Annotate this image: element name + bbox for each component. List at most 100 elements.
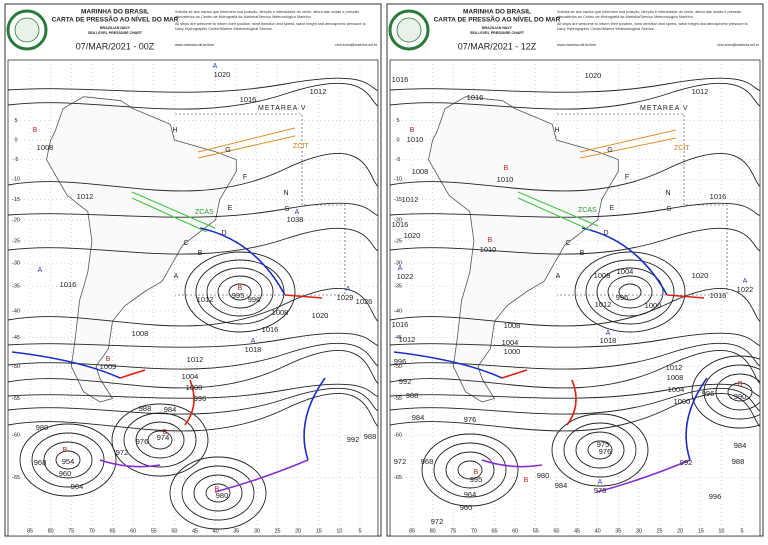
front: [666, 294, 705, 299]
longitude-label: 65: [491, 528, 497, 534]
isobar: [55, 450, 81, 470]
latitude-label: 0: [396, 137, 399, 143]
area-letter: N: [665, 190, 670, 197]
isobar: [390, 288, 760, 327]
front: [596, 459, 691, 493]
front: [566, 379, 577, 426]
coastline: [46, 96, 237, 403]
coastline: [428, 96, 619, 403]
isobar: [551, 413, 649, 487]
isobar-label: 988: [139, 404, 152, 413]
isobar: [421, 433, 519, 507]
pressure-center: A: [346, 286, 351, 293]
isobar: [433, 442, 507, 498]
latitude-label: -30: [12, 260, 20, 266]
longitude-label: 10: [336, 528, 342, 534]
pressure-center: B: [474, 469, 479, 476]
isobar-label: 960: [59, 469, 72, 478]
isobar-label: 988: [406, 391, 419, 400]
isobar: [8, 332, 378, 348]
longitude-label: 55: [151, 528, 157, 534]
isobar-label: 1029: [337, 293, 354, 302]
latitude-label: -15: [12, 197, 20, 203]
longitude-label: 60: [512, 528, 518, 534]
zone-label: ZCAS: [195, 209, 214, 216]
isobar-label: 1012: [197, 295, 214, 304]
isobar: [206, 267, 274, 317]
latitude-label: 5: [396, 118, 399, 124]
isobar-label: 976: [136, 437, 149, 446]
latitude-label: -20: [12, 217, 20, 223]
isobar: [587, 440, 613, 460]
isobar-label: 990: [734, 392, 747, 401]
pressure-center: B: [106, 356, 111, 363]
isobar-label: 1010: [407, 135, 424, 144]
area-letter: B: [198, 250, 203, 257]
latitude-label: -10: [394, 177, 402, 183]
zcit-band: [579, 129, 677, 159]
isobar-label: 992: [680, 458, 693, 467]
region-label: METAREA V: [640, 105, 689, 112]
isobar-label: 1004: [182, 372, 199, 381]
isobar-label: 1008: [37, 143, 54, 152]
zone-label: ZCAS: [578, 207, 597, 214]
area-letter: E: [610, 205, 615, 212]
isobar: [193, 474, 243, 512]
longitude-label: 75: [450, 528, 456, 534]
isobar-label: 972: [394, 457, 407, 466]
note: Solicita-se aos navios que informem sua …: [175, 10, 360, 19]
notes-block: Solicita-se aos navios que informem sua …: [175, 10, 375, 31]
longitude-label: 15: [698, 528, 704, 534]
longitude-label: 80: [48, 528, 54, 534]
latitude-label: -10: [12, 177, 20, 183]
zone-label: ZCIT: [674, 145, 690, 152]
isobar-label: 1008: [412, 167, 429, 176]
chart-title-en: SEA LEVEL PRESSURE CHART: [470, 31, 525, 35]
area-letter: N: [283, 190, 288, 197]
isobar-label: 1012: [402, 195, 419, 204]
isobar-label: 1020: [692, 271, 709, 280]
isobar-label: 1010: [497, 175, 514, 184]
isobar: [135, 421, 185, 459]
isobar: [31, 432, 105, 488]
latitude-label: -25: [394, 238, 402, 244]
isobar: [111, 403, 209, 477]
isobar: [8, 202, 378, 218]
isobar-label: 995: [470, 475, 483, 484]
pressure-center: A: [251, 338, 256, 345]
isobar-label: 1012: [595, 300, 612, 309]
front: [214, 459, 309, 493]
isobar-label: 974: [157, 433, 170, 442]
isobar-label: 980: [537, 471, 550, 480]
isobar: [8, 153, 378, 192]
website: www.marinha.mil.br/chm: [557, 43, 596, 47]
latitude-label: -20: [394, 217, 402, 223]
isobar-label: 1008: [132, 329, 149, 338]
front: [481, 459, 543, 468]
header-notes: Solicita-se aos navios que informem sua …: [175, 10, 375, 31]
header-notes: Solicita-se aos navios que informem sua …: [557, 10, 757, 31]
pressure-center: A: [398, 265, 403, 272]
isobar-label: 1038: [287, 215, 304, 224]
notes-block: Solicita-se aos navios que informem sua …: [557, 10, 757, 31]
isobar-label: 1000: [504, 347, 521, 356]
isobar-label: 1012: [399, 335, 416, 344]
isobar: [390, 332, 760, 348]
longitude-label: 85: [27, 528, 33, 534]
zcit-band: [197, 127, 296, 159]
front: [184, 379, 195, 426]
latitude-label: -50: [394, 364, 402, 370]
isobar-label: 1009: [100, 362, 117, 371]
pressure-center: B: [33, 127, 38, 134]
front: [303, 377, 326, 461]
longitude-label: 25: [656, 528, 662, 534]
isobar-label: 996: [616, 293, 629, 302]
latitude-label: -40: [12, 308, 20, 314]
front: [581, 227, 668, 296]
chart-title: CARTA DE PRESSÃO AO NÍVEL DO MAR: [434, 15, 561, 24]
front: [284, 294, 323, 299]
pressure-center: B: [215, 486, 220, 493]
isobar: [390, 387, 760, 415]
isobar-label: 1016: [392, 75, 409, 84]
